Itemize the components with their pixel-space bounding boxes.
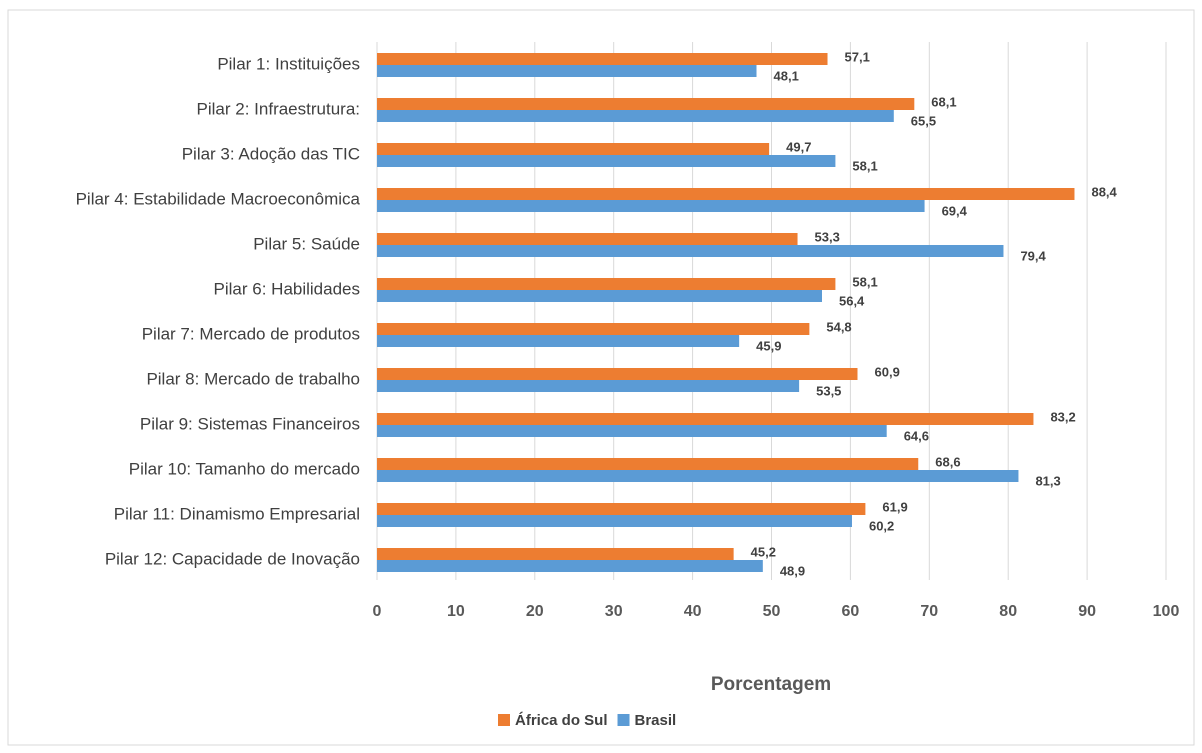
bar bbox=[377, 380, 800, 392]
bar bbox=[377, 368, 858, 380]
y-tick-label: Pilar 8: Mercado de trabalho bbox=[146, 369, 360, 388]
bar bbox=[377, 110, 894, 122]
data-label: 49,7 bbox=[786, 139, 811, 154]
x-tick-label: 50 bbox=[763, 603, 781, 620]
data-label: 45,2 bbox=[751, 544, 776, 559]
x-tick-label: 90 bbox=[1078, 603, 1096, 620]
data-label: 48,9 bbox=[780, 563, 805, 578]
data-label: 48,1 bbox=[774, 68, 799, 83]
data-label: 58,1 bbox=[852, 158, 877, 173]
bar bbox=[377, 425, 887, 437]
data-label: 69,4 bbox=[942, 203, 968, 218]
x-axis-title: Porcentagem bbox=[711, 674, 831, 695]
data-label: 68,1 bbox=[931, 94, 956, 109]
bar bbox=[377, 188, 1075, 200]
x-tick-label: 0 bbox=[373, 603, 382, 620]
y-tick-label: Pilar 11: Dinamismo Empresarial bbox=[114, 504, 360, 523]
data-label: 53,3 bbox=[815, 229, 840, 244]
bar bbox=[377, 278, 836, 290]
bar bbox=[377, 503, 866, 515]
data-label: 88,4 bbox=[1091, 184, 1117, 199]
y-tick-label: Pilar 2: Infraestrutura: bbox=[197, 99, 360, 118]
data-label: 60,2 bbox=[869, 518, 894, 533]
legend-label: África do Sul bbox=[515, 712, 608, 729]
x-tick-label: 30 bbox=[605, 603, 623, 620]
y-tick-label: Pilar 6: Habilidades bbox=[214, 279, 360, 298]
bar bbox=[377, 323, 810, 335]
bar bbox=[377, 53, 828, 65]
legend-label: Brasil bbox=[635, 712, 677, 729]
legend-swatch bbox=[498, 714, 510, 726]
data-label: 83,2 bbox=[1050, 409, 1075, 424]
bar bbox=[377, 233, 798, 245]
bar bbox=[377, 548, 734, 560]
data-label: 45,9 bbox=[756, 338, 781, 353]
bar bbox=[377, 98, 915, 110]
x-tick-label: 10 bbox=[447, 603, 465, 620]
bar bbox=[377, 335, 740, 347]
bar bbox=[377, 413, 1034, 425]
bar bbox=[377, 65, 757, 77]
data-label: 56,4 bbox=[839, 293, 865, 308]
bar bbox=[377, 560, 763, 572]
x-tick-label: 20 bbox=[526, 603, 544, 620]
x-tick-label: 70 bbox=[920, 603, 938, 620]
data-label: 64,6 bbox=[904, 428, 929, 443]
data-label: 81,3 bbox=[1035, 473, 1060, 488]
bar bbox=[377, 515, 852, 527]
data-label: 68,6 bbox=[935, 454, 960, 469]
legend-swatch bbox=[617, 714, 630, 726]
x-tick-label: 40 bbox=[684, 603, 702, 620]
data-label: 61,9 bbox=[882, 499, 907, 514]
data-label: 65,5 bbox=[911, 113, 936, 128]
bar bbox=[377, 458, 919, 470]
x-tick-label: 80 bbox=[999, 603, 1017, 620]
bar bbox=[377, 290, 822, 302]
x-tick-label: 100 bbox=[1153, 603, 1180, 620]
y-tick-label: Pilar 1: Instituições bbox=[217, 54, 360, 73]
y-tick-label: Pilar 12: Capacidade de Inovação bbox=[105, 549, 360, 568]
y-tick-label: Pilar 7: Mercado de produtos bbox=[142, 324, 360, 343]
data-label: 58,1 bbox=[852, 274, 877, 289]
bar bbox=[377, 200, 925, 212]
bar bbox=[377, 470, 1019, 482]
bar bbox=[377, 155, 836, 167]
y-tick-label: Pilar 9: Sistemas Financeiros bbox=[140, 414, 360, 433]
data-label: 53,5 bbox=[816, 383, 841, 398]
data-label: 57,1 bbox=[845, 49, 870, 64]
x-tick-label: 60 bbox=[842, 603, 860, 620]
data-label: 79,4 bbox=[1020, 248, 1046, 263]
y-tick-label: Pilar 4: Estabilidade Macroeconômica bbox=[76, 189, 361, 208]
y-tick-label: Pilar 10: Tamanho do mercado bbox=[129, 459, 360, 478]
bar bbox=[377, 245, 1004, 257]
y-tick-label: Pilar 3: Adoção das TIC bbox=[182, 144, 360, 163]
y-tick-label: Pilar 5: Saúde bbox=[253, 234, 360, 253]
data-label: 54,8 bbox=[826, 319, 851, 334]
bar bbox=[377, 143, 770, 155]
data-label: 60,9 bbox=[875, 364, 900, 379]
